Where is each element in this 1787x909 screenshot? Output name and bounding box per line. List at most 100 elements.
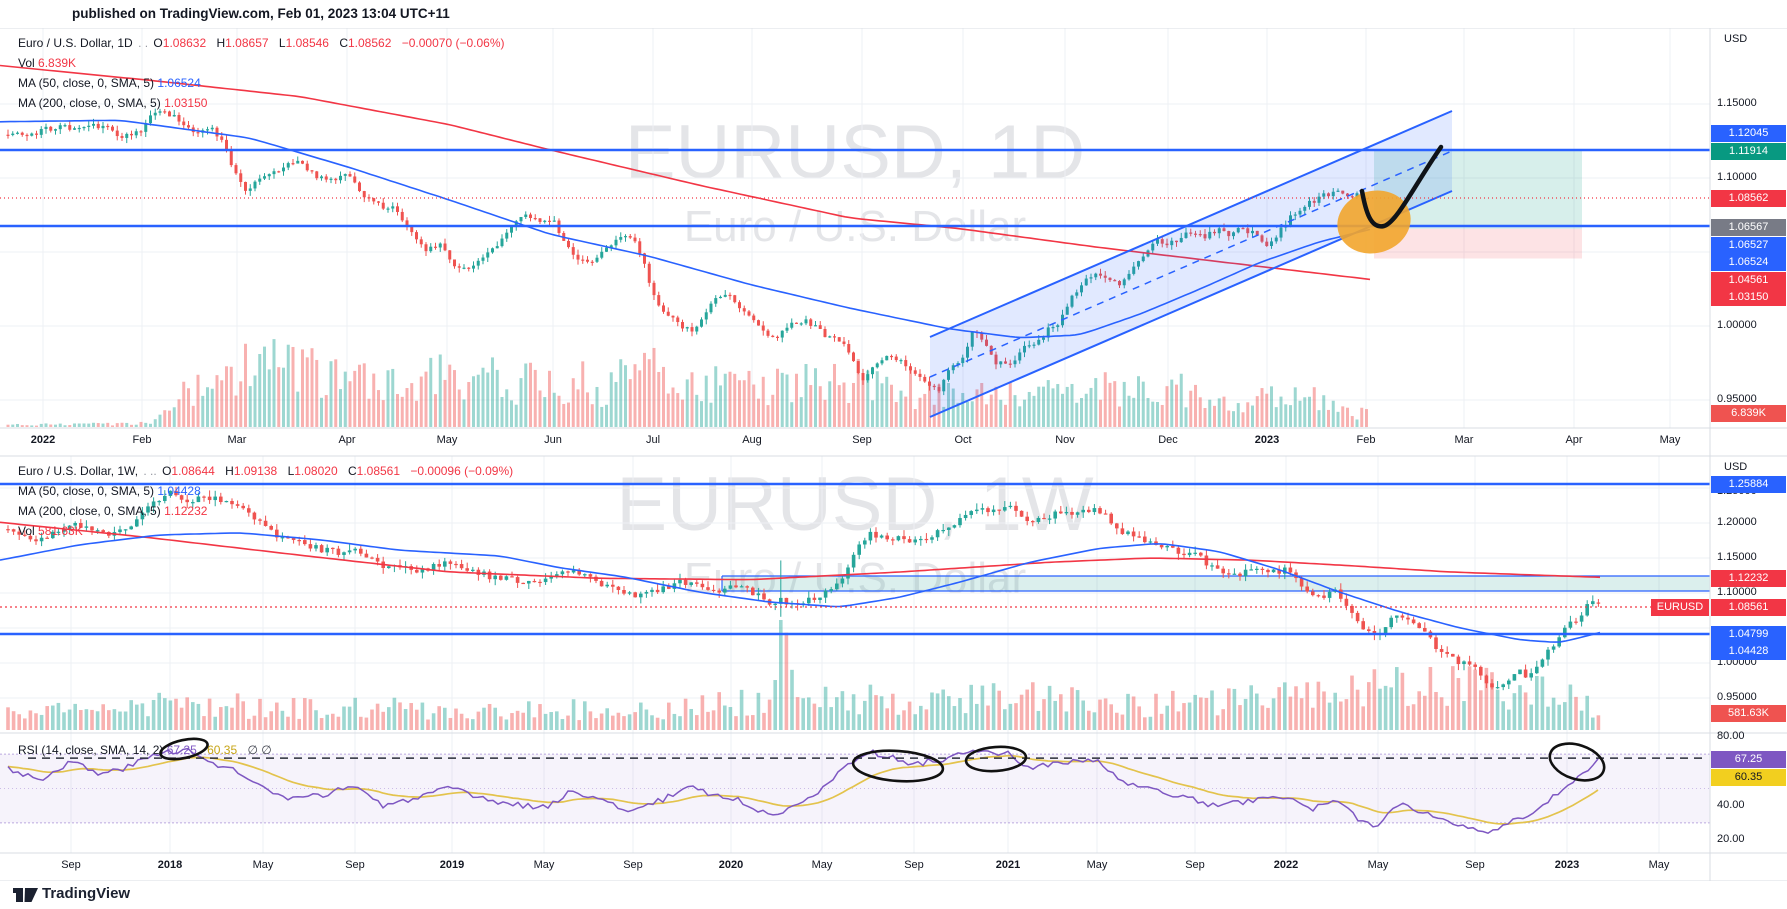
- rsi-legend: RSI (14, close, SMA, 14, 2) 67.25 60.35 …: [18, 740, 272, 760]
- time-label: Sep: [1465, 859, 1485, 871]
- ohlc-close-value: 1.08561: [356, 464, 401, 478]
- price-badge: 1.06527: [1711, 236, 1786, 254]
- weekly-chart-layer: [0, 456, 1710, 733]
- footer-bar: TradingView: [0, 881, 1787, 909]
- ohlc-close-label: C: [339, 36, 348, 50]
- time-label: 2023: [1254, 434, 1280, 446]
- price-tick: 0.95000: [1717, 393, 1757, 405]
- weekly-candles: [6, 486, 1601, 691]
- time-label: Nov: [1055, 434, 1075, 446]
- daily-legend-main-row[interactable]: Euro / U.S. Dollar, 1D . . O1.08632 H1.0…: [18, 33, 504, 53]
- time-label: May: [1086, 859, 1108, 871]
- ohlc-close-label: C: [347, 464, 357, 478]
- time-label: Sep: [1185, 859, 1205, 871]
- weekly-ma200-row[interactable]: MA (200, close, 0, SMA, 5) 1.12232: [18, 501, 513, 521]
- daily-ma200-row[interactable]: MA (200, close, 0, SMA, 5) 1.03150: [18, 93, 504, 113]
- price-tick: 1.00000: [1717, 319, 1757, 331]
- price-badge: 1.06524: [1711, 253, 1786, 271]
- daily-candles: [6, 108, 1368, 396]
- price-badge: 1.11914: [1711, 142, 1786, 160]
- weekly-legend-main-row[interactable]: Euro / U.S. Dollar, 1W, . .. O1.08644 H1…: [18, 461, 513, 481]
- price-tick: 0.95000: [1717, 691, 1757, 703]
- time-label: Sep: [345, 859, 365, 871]
- price-tick: 40.00: [1717, 799, 1745, 811]
- daily-chart-layer: [0, 28, 1710, 428]
- weekly-symbol-title[interactable]: Euro / U.S. Dollar, 1W,: [18, 464, 139, 478]
- ohlc-open-label: O: [153, 36, 163, 50]
- price-badge: 6.839K: [1711, 404, 1786, 422]
- price-badge: 60.35: [1711, 768, 1786, 786]
- time-label: May: [436, 434, 458, 446]
- price-tick: 1.10000: [1717, 586, 1757, 598]
- ascending-channel: [930, 111, 1452, 417]
- legend-ellipsis: . .: [138, 36, 149, 50]
- ohlc-open-value: 1.08644: [171, 464, 215, 478]
- price-badge: 1.04799: [1711, 625, 1786, 643]
- price-tick: 1.15000: [1717, 551, 1757, 563]
- rsi-ma-value: 60.35: [207, 743, 238, 757]
- volume-value: 6.839K: [38, 56, 77, 70]
- daily-volume-row[interactable]: Vol 6.839K: [18, 53, 504, 73]
- rsi-line: [7, 747, 1599, 835]
- price-badge: 1.03150: [1711, 288, 1786, 306]
- ma200-value: 1.03150: [164, 96, 208, 110]
- published-bar: published on TradingView.com, Feb 01, 20…: [0, 0, 1787, 28]
- ma200-value: 1.12232: [164, 504, 208, 518]
- price-tick: 80.00: [1717, 730, 1745, 742]
- ohlc-close-value: 1.08562: [348, 36, 392, 50]
- ma50-label: MA (50, close, 0, SMA, 5): [18, 76, 155, 90]
- price-badge: 1.12232: [1711, 569, 1786, 587]
- symbol-ticker-badge: EURUSD: [1651, 598, 1709, 616]
- time-label: May: [811, 859, 833, 871]
- ohlc-low-label: L: [287, 464, 295, 478]
- rsi-legend-row[interactable]: RSI (14, close, SMA, 14, 2) 67.25 60.35 …: [18, 740, 272, 760]
- time-label: 2020: [718, 859, 744, 871]
- price-badge: 1.08562: [1711, 189, 1786, 207]
- daily-volume: [6, 339, 1368, 427]
- time-label: Feb: [1356, 434, 1376, 446]
- weekly-volume: [6, 620, 1601, 730]
- ma200-label: MA (200, close, 0, SMA, 5): [18, 96, 161, 110]
- ohlc-low-value: 1.08020: [294, 464, 338, 478]
- footer-brand[interactable]: TradingView: [42, 885, 131, 902]
- ohlc-high-value: 1.08657: [225, 36, 269, 50]
- price-badge: 1.08561: [1711, 598, 1786, 616]
- weekly-watermark-symbol: EURUSD, 1W: [616, 462, 1094, 547]
- time-label: May: [1648, 859, 1670, 871]
- volume-value: 581.63K: [38, 524, 83, 538]
- daily-axis-currency: USD: [1724, 33, 1748, 45]
- rsi-title[interactable]: RSI (14, close, SMA, 14, 2): [18, 743, 164, 757]
- time-label: Sep: [904, 859, 924, 871]
- time-label: 2023: [1554, 859, 1580, 871]
- time-label: May: [533, 859, 555, 871]
- rsi-ma-line: [7, 754, 1599, 825]
- time-label: 2022: [30, 434, 56, 446]
- time-label: Apr: [1565, 434, 1583, 446]
- ohlc-open-value: 1.08632: [162, 36, 207, 50]
- time-label: Jul: [645, 434, 661, 446]
- price-badge: 1.04428: [1711, 642, 1786, 660]
- weekly-ma50-row[interactable]: MA (50, close, 0, SMA, 5) 1.04428: [18, 481, 513, 501]
- volume-label: Vol: [18, 524, 35, 538]
- published-text: published on TradingView.com, Feb 01, 20…: [72, 6, 450, 21]
- weekly-change-value: −0.00096 (−0.09%): [410, 464, 514, 478]
- price-badge: 1.04561: [1711, 271, 1786, 289]
- time-label: May: [1367, 859, 1389, 871]
- daily-symbol-title[interactable]: Euro / U.S. Dollar, 1D: [18, 36, 133, 50]
- tradingview-logo-icon[interactable]: [12, 885, 40, 905]
- ohlc-high-label: H: [225, 464, 234, 478]
- volume-label: Vol: [18, 56, 35, 70]
- weekly-volume-row[interactable]: Vol 581.63K: [18, 521, 513, 541]
- price-tick: 1.15000: [1717, 97, 1757, 109]
- time-label: Sep: [852, 434, 872, 446]
- time-label: May: [1659, 434, 1681, 446]
- price-badge: 1.06567: [1711, 218, 1786, 236]
- price-tick: 1.10000: [1717, 171, 1757, 183]
- time-label: Oct: [954, 434, 972, 446]
- daily-ma50-row[interactable]: MA (50, close, 0, SMA, 5) 1.06524: [18, 73, 504, 93]
- weekly-axis-currency: USD: [1724, 461, 1748, 473]
- time-label: Aug: [742, 434, 762, 446]
- price-tick: 20.00: [1717, 833, 1745, 845]
- time-label: Mar: [227, 434, 247, 446]
